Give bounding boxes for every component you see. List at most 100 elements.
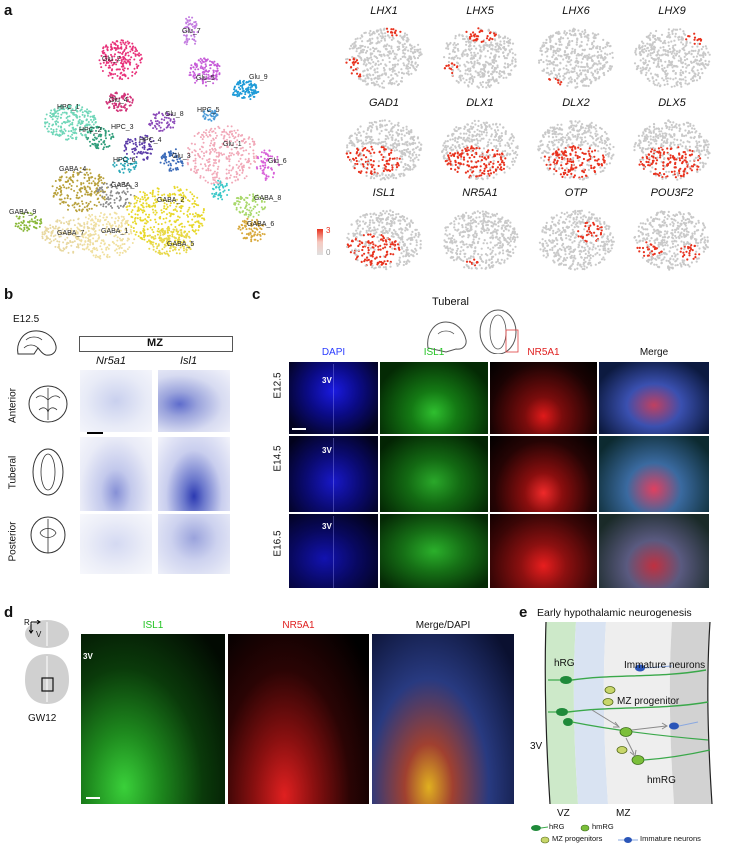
tsne-point [274, 161, 277, 163]
tsne-point [231, 132, 234, 135]
scale-bar-c [292, 428, 306, 430]
tsne-point [176, 198, 178, 201]
label-mz-progenitor: MZ progenitor [617, 696, 680, 707]
tsne-point [110, 190, 113, 193]
tsne-point [73, 240, 76, 243]
tsne-point [175, 228, 178, 231]
tsne-point [183, 249, 185, 252]
tsne-point [120, 215, 123, 218]
tsne-point [52, 128, 55, 131]
tsne-point [129, 163, 132, 166]
tsne-point [236, 129, 239, 132]
tsne-point [105, 182, 108, 185]
tsne-point [152, 140, 155, 142]
tsne-point [73, 203, 76, 206]
tsne-point [116, 251, 119, 254]
tsne-point [186, 39, 189, 42]
tsne-point [35, 227, 38, 230]
tsne-point [161, 241, 164, 243]
tsne-point [120, 61, 123, 64]
tsne-point [86, 108, 89, 111]
tsne-point [159, 229, 162, 232]
tsne-point [34, 222, 37, 225]
tsne-point [218, 160, 220, 163]
micrograph-dapi-e12-5 [289, 362, 378, 434]
tsne-point [127, 158, 130, 161]
tsne-point [154, 250, 157, 253]
tsne-point [146, 240, 149, 243]
tsne-point [168, 192, 171, 195]
tsne-point [93, 139, 96, 142]
tsne-point [103, 253, 106, 256]
tsne-point [169, 247, 172, 250]
gene-isl1-header: Isl1 [180, 355, 198, 367]
tsne-point [62, 106, 65, 109]
tsne-point [201, 217, 204, 220]
row-anterior: Anterior [7, 388, 19, 424]
tsne-point [246, 208, 249, 211]
tsne-point [147, 216, 150, 219]
tsne-point [186, 244, 189, 247]
tsne-point [80, 121, 83, 124]
tsne-point [23, 224, 26, 227]
tsne-point [228, 160, 231, 163]
tsne-point [266, 157, 269, 160]
tsne-point [142, 158, 145, 161]
tsne-point [223, 134, 226, 137]
tsne-point [217, 165, 220, 168]
tsne-point [241, 85, 244, 87]
tsne-point [108, 144, 111, 147]
tsne-point [188, 74, 191, 77]
tsne-point [181, 200, 184, 203]
tsne-point [265, 153, 267, 156]
tsne-point [235, 208, 238, 211]
tsne-point [251, 138, 254, 140]
tsne-point [194, 81, 197, 84]
tsne-point [128, 202, 131, 205]
tsne-point [188, 245, 191, 248]
tsne-point [116, 236, 119, 239]
tsne-point [54, 133, 57, 136]
tsne-point [116, 74, 119, 77]
tsne-point [58, 109, 61, 111]
tsne-point [141, 196, 144, 198]
tsne-point [214, 147, 216, 150]
tsne-point [204, 116, 207, 119]
tsne-point [60, 175, 63, 178]
tsne-point [122, 55, 125, 58]
tsne-point [200, 150, 203, 153]
tsne-point [234, 140, 237, 143]
tsne-point [102, 177, 105, 180]
tsne-point [204, 81, 207, 84]
tsne-point [55, 120, 58, 123]
tsne-point [263, 157, 266, 160]
tsne-point [251, 93, 254, 96]
tsne-point [214, 137, 217, 139]
micrograph-isl1-e14-5 [380, 436, 488, 512]
tsne-point [171, 121, 174, 123]
tsne-point [80, 240, 83, 243]
tsne-point [84, 236, 87, 239]
tsne-point [154, 235, 157, 237]
tsne-point [228, 172, 230, 174]
tsne-point [261, 232, 264, 235]
tsne-point [92, 126, 95, 129]
tsne-point [84, 232, 87, 235]
tsne-point [77, 202, 80, 205]
tsne-point [65, 243, 68, 246]
tsne-point [212, 178, 215, 181]
tsne-point [174, 246, 177, 249]
tsne-point [94, 256, 97, 259]
tsne-point [175, 252, 178, 255]
tsne-point [63, 222, 65, 225]
tsne-point [253, 142, 256, 145]
tsne-point [186, 25, 189, 28]
tsne-point [93, 116, 96, 119]
tsne-point [110, 136, 113, 139]
tsne-point [193, 77, 196, 80]
tsne-point [118, 247, 121, 250]
tsne-point [201, 167, 204, 170]
tsne-point [49, 224, 52, 227]
label-immature-neurons: Immature neurons [624, 660, 706, 671]
tsne-point [92, 180, 95, 183]
